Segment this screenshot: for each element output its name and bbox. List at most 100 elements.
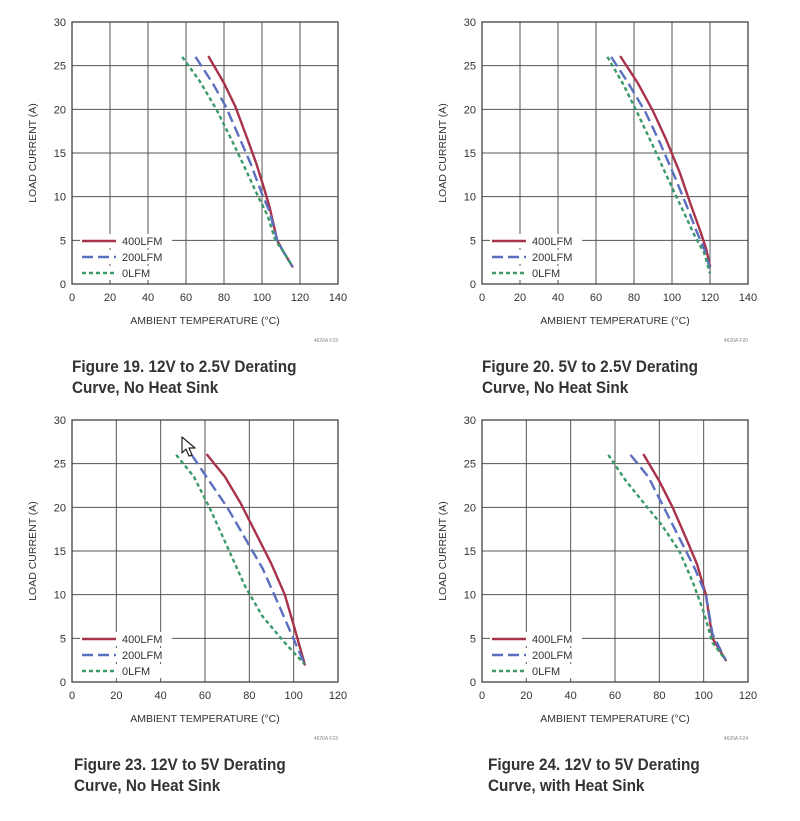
y-tick-label: 25 [464,61,476,73]
series-line-200lfm [629,454,727,661]
figure-code-label: 4620A F24 [724,736,748,742]
y-axis-label: LOAD CURRENT (A) [27,501,39,601]
y-tick-label: 25 [464,459,476,471]
legend-label: 200LFM [122,252,162,264]
x-tick-label: 100 [663,292,681,304]
y-tick-label: 10 [54,192,66,204]
legend-label: 400LFM [122,236,162,248]
figure-caption: Figure 23. 12V to 5V Derating Curve, No … [74,754,286,796]
y-tick-label: 0 [60,677,66,689]
series-line-200lfm [610,56,712,269]
series-line-0lfm [175,454,306,666]
x-tick-label: 80 [628,292,640,304]
y-axis-label: LOAD CURRENT (A) [437,103,449,203]
grid [481,21,749,285]
series-line-0lfm [606,56,712,274]
derating-chart-fig24: 0 20 40 60 80 100 120 0 5 10 15 20 25 30 AMBIENT TEMPE… [437,415,757,742]
legend-background [490,664,582,678]
chart-panel-fig19: 0 20 40 60 80 100 120 140 0 5 10 15 20 25 30 AMBIENT TE… [0,0,390,397]
plot-frame [71,21,339,285]
chart-panel-fig20: 0 20 40 60 80 100 120 140 0 5 10 15 20 25 30 AMBIENT TE… [410,0,800,397]
y-tick-label: 20 [54,502,66,514]
caption-line-1: Figure 20. 5V to 2.5V Derating [482,357,698,376]
legend-background [80,266,172,280]
x-tick-label: 0 [69,690,75,702]
y-tick-label: 20 [464,502,476,514]
x-tick-label: 60 [590,292,602,304]
x-tick-label: 60 [180,292,192,304]
y-tick-label: 10 [54,590,66,602]
y-tick-label: 15 [464,546,476,558]
caption-line-1: Figure 24. 12V to 5V Derating [488,755,700,774]
x-axis-label: AMBIENT TEMPERATURE (°C) [540,713,689,725]
x-tick-label: 120 [291,292,309,304]
legend-label: 200LFM [532,252,572,264]
figure-code-label: 4620A F20 [724,338,748,344]
x-tick-label: 0 [479,292,485,304]
x-tick-label: 20 [520,690,532,702]
series-line-400lfm [642,453,727,662]
legend-background [490,266,582,280]
legend-label: 0LFM [122,666,150,678]
legend-label: 0LFM [122,268,150,280]
chart-panel-fig23: 0 20 40 60 80 100 120 0 5 10 15 20 25 30 AMBIENT TEMPE… [0,398,390,795]
y-tick-label: 5 [470,633,476,645]
x-tick-label: 80 [243,690,255,702]
mouse-pointer-icon [181,436,196,457]
x-tick-label: 40 [155,690,167,702]
plot-frame [481,21,749,285]
legend-background [490,648,582,662]
plot-frame [481,419,749,683]
x-tick-label: 0 [479,690,485,702]
y-tick-label: 10 [464,590,476,602]
caption-line-2: Curve, No Heat Sink [72,378,219,397]
derating-chart-fig20: 0 20 40 60 80 100 120 140 0 5 10 15 20 25 30 AMBIENT TE… [437,17,757,344]
legend-label: 0LFM [532,666,560,678]
legend-background [80,632,172,646]
x-tick-label: 20 [110,690,122,702]
legend-label: 0LFM [532,268,560,280]
y-tick-label: 0 [60,279,66,291]
caption-line-2: Curve, No Heat Sink [482,378,629,397]
x-tick-label: 100 [284,690,302,702]
y-tick-label: 10 [464,192,476,204]
x-axis-label: AMBIENT TEMPERATURE (°C) [130,713,279,725]
caption-line-2: Curve, No Heat Sink [74,776,221,795]
caption-line-1: Figure 23. 12V to 5V Derating [74,755,286,774]
series-line-400lfm [206,453,306,666]
legend-background [490,250,582,264]
caption-line-1: Figure 19. 12V to 2.5V Derating [72,357,297,376]
figure-caption: Figure 19. 12V to 2.5V Derating Curve, N… [72,356,296,398]
legend-label: 200LFM [532,650,572,662]
y-tick-label: 25 [54,61,66,73]
legend-background [490,234,582,248]
plot-frame [71,419,339,683]
derating-chart-fig19: 0 20 40 60 80 100 120 140 0 5 10 15 20 25 30 AMBIENT TE… [27,17,347,344]
series-line-0lfm [607,454,727,661]
legend: 400LFM 200LFM 0LFM [490,234,582,280]
x-tick-label: 120 [739,690,757,702]
y-tick-label: 0 [470,677,476,689]
y-tick-label: 30 [464,17,476,29]
y-tick-label: 5 [60,235,66,247]
legend-background [80,234,172,248]
y-tick-label: 20 [464,104,476,116]
y-tick-label: 5 [60,633,66,645]
y-tick-label: 20 [54,104,66,116]
y-tick-label: 30 [54,415,66,427]
legend-background [490,632,582,646]
x-tick-label: 40 [142,292,154,304]
y-tick-label: 5 [470,235,476,247]
legend-label: 200LFM [122,650,162,662]
legend-label: 400LFM [122,634,162,646]
figure-code-label: 4620A F19 [314,338,338,344]
derating-chart-fig23: 0 20 40 60 80 100 120 0 5 10 15 20 25 30 AMBIENT TEMPE… [27,415,347,742]
y-axis-label: LOAD CURRENT (A) [27,103,39,203]
legend: 400LFM 200LFM 0LFM [490,632,582,678]
x-tick-label: 40 [552,292,564,304]
x-tick-label: 60 [609,690,621,702]
legend-background [80,664,172,678]
series-line-200lfm [190,454,306,665]
grid [71,21,339,285]
figure-caption: Figure 24. 12V to 5V Derating Curve, wit… [488,754,700,796]
